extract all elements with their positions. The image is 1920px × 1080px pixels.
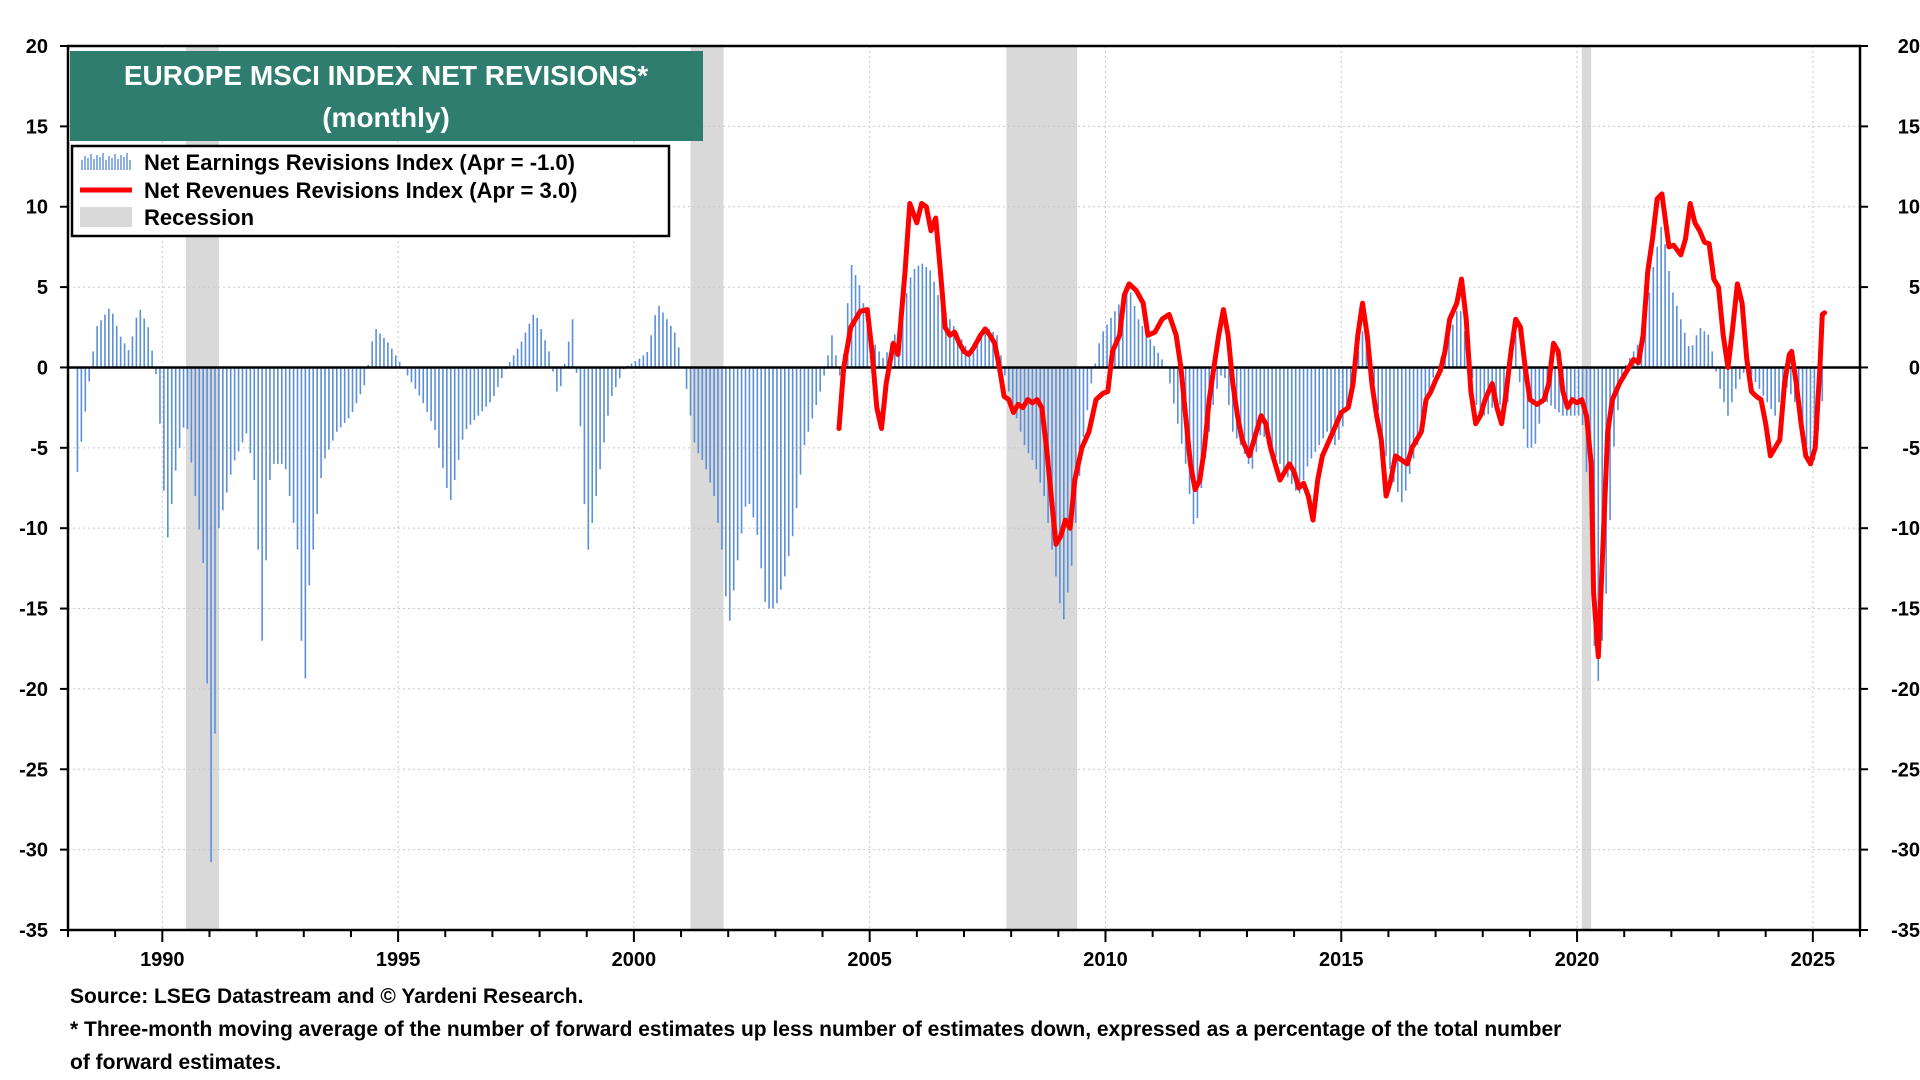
source-note: Source: LSEG Datastream and © Yardeni Re… [70, 985, 583, 1008]
y-tick-label-right: -5 [1902, 438, 1920, 460]
y-tick-label-left: 15 [26, 116, 48, 138]
x-tick-label: 2020 [1555, 949, 1600, 971]
x-tick-label: 1995 [376, 949, 421, 971]
y-tick-label-right: -10 [1891, 518, 1920, 540]
legend: Net Earnings Revisions Index (Apr = -1.0… [70, 144, 671, 238]
y-tick-label-right: 20 [1898, 36, 1920, 58]
chart-subtitle: (monthly) [322, 102, 450, 133]
y-tick-label-left: -35 [19, 920, 48, 942]
x-tick-label: 2025 [1791, 949, 1836, 971]
y-axis-left: 20 15 10 5 0 -5 -10 -15 -20 -25 -30 -35 [19, 36, 68, 942]
y-tick-label-right: 5 [1909, 277, 1920, 299]
recession-band [1006, 46, 1078, 930]
y-tick-label-left: -15 [19, 599, 48, 621]
y-tick-label-right: -15 [1891, 599, 1920, 621]
x-tick-label: 2015 [1319, 949, 1364, 971]
x-tick-label: 1990 [140, 949, 185, 971]
x-tick-label: 2010 [1083, 949, 1128, 971]
y-tick-label-left: -20 [19, 679, 48, 701]
legend-label-revenues: Net Revenues Revisions Index (Apr = 3.0) [144, 178, 577, 203]
chart-title: EUROPE MSCI INDEX NET REVISIONS* [124, 60, 648, 91]
legend-swatch-earnings [81, 153, 131, 170]
x-tick-label: 2005 [847, 949, 892, 971]
legend-box [70, 144, 671, 238]
y-tick-label-right: -25 [1891, 759, 1920, 781]
y-tick-label-right: 10 [1898, 197, 1920, 219]
y-tick-label-left: -25 [19, 759, 48, 781]
recession-band [1581, 46, 1592, 930]
y-tick-label-right: 15 [1898, 116, 1920, 138]
y-tick-label-left: 20 [26, 36, 48, 58]
footnote-line-2: of forward estimates. [70, 1051, 281, 1074]
y-tick-label-left: -5 [30, 438, 48, 460]
x-axis: 1990 1995 2000 2005 2010 2015 2020 2025 [67, 930, 1861, 971]
y-tick-label-left: -30 [19, 840, 48, 862]
legend-swatch-recession [80, 207, 132, 227]
earnings-bars [76, 226, 1824, 863]
legend-label-earnings: Net Earnings Revisions Index (Apr = -1.0… [144, 150, 575, 175]
y-tick-label-left: 5 [37, 277, 48, 299]
footnote-line-1: * Three-month moving average of the numb… [70, 1018, 1561, 1041]
y-tick-label-right: -30 [1891, 840, 1920, 862]
y-tick-label-left: 0 [37, 357, 48, 379]
y-tick-label-left: -10 [19, 518, 48, 540]
title-box [70, 51, 703, 141]
y-tick-label-right: 0 [1909, 357, 1920, 379]
legend-label-recession: Recession [144, 205, 254, 230]
x-tick-label: 2000 [612, 949, 657, 971]
y-axis-right: 20 15 10 5 0 -5 -10 -15 -20 -25 -30 -35 [1860, 36, 1920, 942]
y-tick-label-right: -20 [1891, 679, 1920, 701]
y-tick-label-left: 10 [26, 197, 48, 219]
y-tick-label-right: -35 [1891, 920, 1920, 942]
revenues-line [836, 191, 1828, 660]
